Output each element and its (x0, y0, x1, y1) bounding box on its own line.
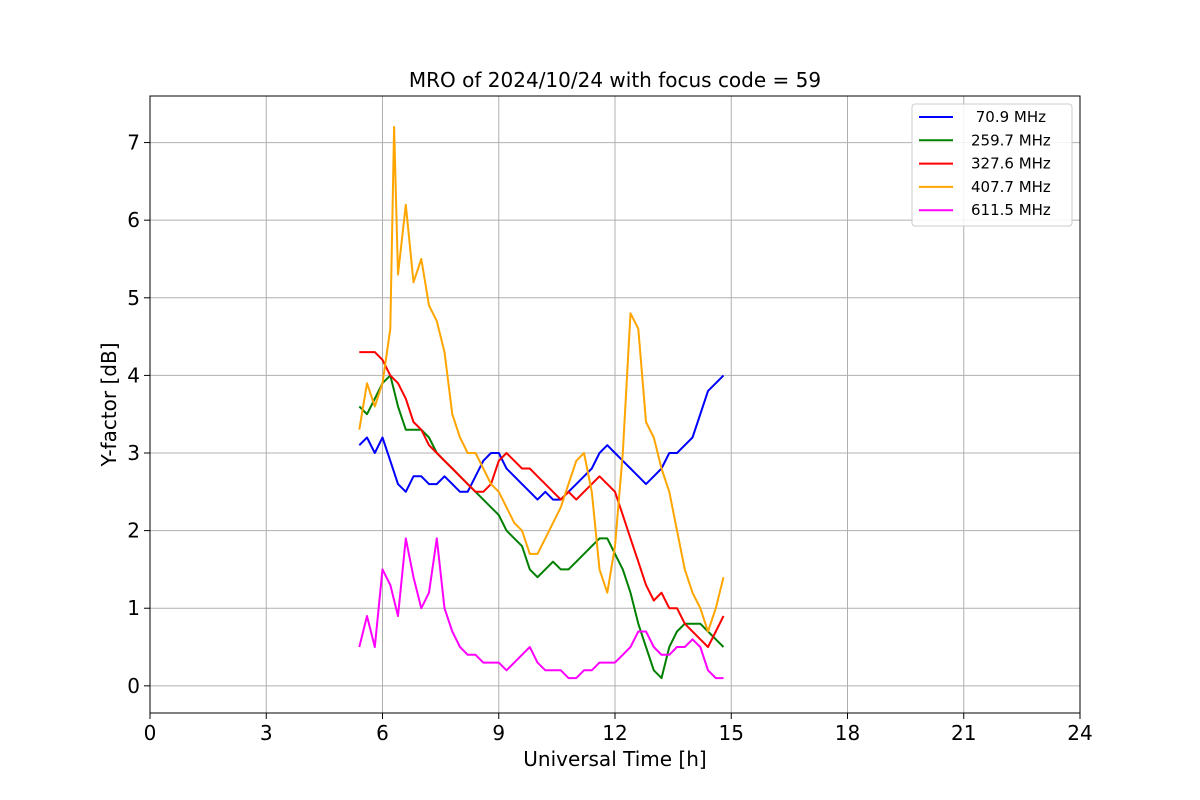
legend-label-3: 327.6 MHz (971, 155, 1051, 173)
y-tick-label: 0 (127, 674, 140, 698)
x-axis-label: Universal Time [h] (523, 747, 706, 771)
chart-title: MRO of 2024/10/24 with focus code = 59 (409, 68, 821, 92)
x-axis-ticks: 0 3 6 9 12 15 18 21 24 (144, 713, 1093, 745)
y-tick-label: 5 (127, 286, 140, 310)
legend-label-1: 70.9 MHz (971, 108, 1046, 126)
x-tick-label: 15 (719, 721, 744, 745)
legend-label-4: 407.7 MHz (971, 178, 1051, 196)
y-tick-label: 2 (127, 519, 140, 543)
x-tick-label: 3 (260, 721, 273, 745)
legend: 70.9 MHz 259.7 MHz 327.6 MHz 407.7 MHz 611.5… (911, 103, 1073, 227)
series-group (358, 126, 725, 680)
series-line-4 (358, 126, 725, 633)
x-tick-label: 24 (1067, 721, 1092, 745)
legend-label-2: 259.7 MHz (971, 131, 1051, 149)
series-line-3 (359, 351, 725, 648)
x-tick-label: 9 (492, 721, 505, 745)
series-line-5 (358, 537, 724, 680)
x-tick-label: 12 (602, 721, 627, 745)
legend-label-5: 611.5 MHz (971, 201, 1051, 219)
y-tick-label: 3 (127, 441, 140, 465)
y-axis-label: Y-factor [dB] (97, 342, 121, 467)
x-tick-label: 18 (835, 721, 860, 745)
series-line-1 (358, 374, 725, 501)
x-tick-label: 6 (376, 721, 389, 745)
x-tick-label: 21 (951, 721, 976, 745)
legend-box (911, 103, 1073, 227)
y-tick-label: 4 (127, 363, 140, 387)
y-tick-label: 7 (127, 131, 140, 155)
y-tick-label: 1 (127, 596, 140, 620)
y-tick-label: 6 (127, 208, 140, 232)
y-axis-ticks: 0 1 2 3 4 5 6 7 (127, 131, 150, 698)
x-tick-label: 0 (144, 721, 157, 745)
